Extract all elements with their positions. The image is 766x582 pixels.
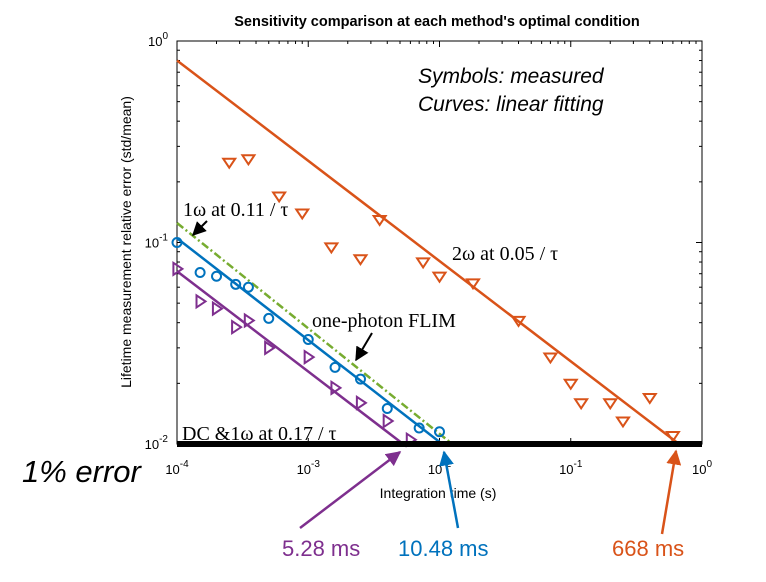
data-point-series-1 [194, 266, 206, 278]
fit-line-series-1 [176, 237, 443, 445]
y-tick-label: 10-2 [145, 434, 169, 452]
data-point-series-0 [240, 154, 257, 167]
data-point-series-2 [243, 312, 256, 329]
data-point-series-0 [371, 214, 388, 227]
label-1omega: 1ω at 0.11 / τ [183, 199, 288, 221]
data-point-series-0 [615, 416, 631, 429]
data-point-series-0 [431, 271, 448, 284]
data-point-series-2 [172, 260, 185, 277]
legend-note-measured: Symbols: measured [418, 65, 605, 88]
data-point-series-0 [221, 157, 238, 170]
y-axis-label: Lifetime measurement relative error (std… [118, 96, 134, 388]
data-point-series-1 [211, 270, 223, 282]
x-tick-label: 100 [692, 459, 712, 477]
data-point-series-1 [381, 403, 393, 415]
arrow-668ms [660, 449, 682, 535]
annotation-5-28ms: 5.28 ms [282, 536, 360, 561]
one-percent-error-label: 1% error [22, 454, 143, 489]
data-point-series-0 [641, 392, 658, 405]
chart-title: Sensitivity comparison at each method's … [234, 14, 640, 30]
y-tick-label: 10-1 [145, 233, 169, 251]
data-point-series-0 [271, 191, 288, 204]
legend-note-fitting: Curves: linear fitting [418, 93, 604, 116]
data-point-series-2 [303, 349, 316, 365]
y-tick-labels: 10-2 10-1 100 [145, 31, 169, 452]
x-axis-label: Integration time (s) [380, 485, 497, 501]
x-tick-label: 10-1 [559, 459, 583, 477]
data-point-series-2 [264, 339, 276, 356]
x-tick-label: 10-3 [297, 459, 321, 477]
data-point-series-1 [329, 361, 341, 373]
data-point-series-0 [415, 257, 431, 270]
fit-line-series-0 [176, 59, 680, 445]
data-point-series-0 [465, 278, 481, 291]
data-point-series-0 [602, 398, 619, 411]
arrow-5-28ms [299, 451, 402, 529]
arrow-10-48ms [439, 450, 460, 529]
arrow-one-photon-flim [355, 332, 373, 362]
data-point-series-0 [323, 242, 340, 255]
label-dc-1omega: DC &1ω at 0.17 / τ [182, 423, 337, 445]
data-markers [171, 154, 681, 448]
data-point-series-0 [665, 431, 681, 443]
annotation-10-48ms: 10.48 ms [398, 536, 489, 561]
data-point-series-2 [355, 395, 368, 411]
x-tick-label: 10-4 [165, 459, 189, 477]
data-point-series-1 [263, 312, 275, 324]
arrow-1omega [192, 220, 208, 236]
data-point-series-2 [330, 379, 343, 396]
data-point-series-1 [354, 373, 366, 385]
label-2omega: 2ω at 0.05 / τ [452, 243, 558, 265]
data-point-series-2 [211, 300, 224, 317]
data-point-series-1 [242, 281, 254, 293]
annotation-668ms: 668 ms [612, 536, 684, 561]
data-point-series-0 [294, 208, 311, 221]
data-point-series-1 [302, 334, 314, 346]
label-one-photon-flim: one-photon FLIM [312, 310, 456, 332]
data-point-series-0 [542, 352, 559, 365]
data-point-series-1 [230, 278, 242, 290]
data-point-series-0 [510, 315, 527, 328]
data-point-series-2 [231, 319, 243, 336]
fit-line-series-2 [176, 270, 404, 445]
data-point-series-0 [562, 378, 579, 391]
plot-frame [176, 40, 703, 445]
fit-lines [176, 59, 680, 445]
data-point-series-0 [352, 254, 369, 267]
data-point-series-0 [573, 398, 590, 411]
data-point-series-1 [434, 426, 445, 438]
fit-line-series-3 [176, 221, 454, 445]
data-point-series-1 [413, 422, 425, 434]
data-point-series-1 [171, 237, 183, 248]
data-point-series-2 [382, 413, 395, 429]
data-point-series-2 [195, 293, 208, 310]
y-tick-label: 100 [148, 31, 168, 49]
